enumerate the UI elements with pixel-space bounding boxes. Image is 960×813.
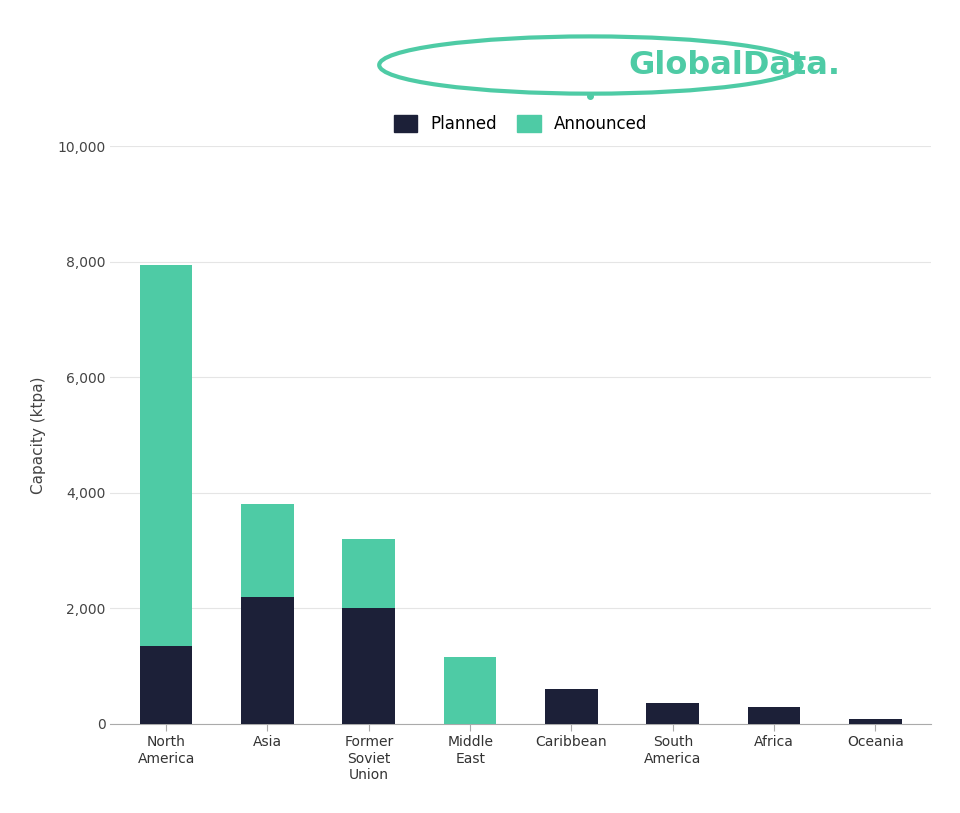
Bar (646, 703, 699, 724)
Bar (241, 504, 294, 597)
Text: GlobalData.: GlobalData. (629, 50, 841, 80)
Bar (140, 646, 192, 724)
Bar (241, 597, 294, 724)
Bar (343, 608, 396, 724)
Text: Source:  GlobalData, Oil & Gas Intelligence Center: Source: GlobalData, Oil & Gas Intelligen… (24, 767, 554, 786)
Bar (343, 539, 396, 608)
Legend: Planned, Announced: Planned, Announced (388, 108, 654, 140)
Bar (140, 265, 192, 646)
Bar (849, 719, 901, 724)
Y-axis label: Capacity (ktpa): Capacity (ktpa) (31, 376, 46, 493)
Bar (444, 657, 496, 724)
Bar (748, 707, 801, 724)
Bar (545, 689, 598, 724)
Text: Planned and Announced Small-Scale
LNG Liquefaction Capacity by
Region, 2019–2023: Planned and Announced Small-Scale LNG Li… (24, 23, 393, 92)
